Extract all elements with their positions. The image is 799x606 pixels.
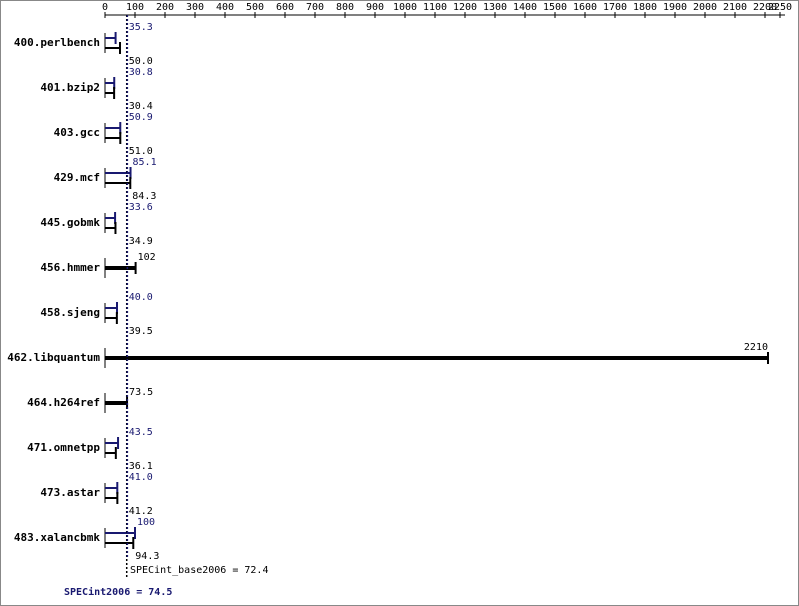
summary-label: SPECint2006 = 74.5 — [64, 586, 172, 598]
category-label: 429.mcf — [54, 171, 100, 184]
category-label: 400.perlbench — [14, 36, 100, 49]
category-label: 458.sjeng — [40, 306, 100, 319]
value-label: 2210 — [744, 342, 768, 353]
x-tick-label: 700 — [306, 2, 324, 13]
value-label: 39.5 — [129, 326, 153, 337]
x-tick-label: 100 — [126, 2, 144, 13]
x-tick-label: 2000 — [693, 2, 717, 13]
x-tick-label: 1500 — [543, 2, 567, 13]
x-tick-label: 1100 — [423, 2, 447, 13]
x-tick-label: 0 — [102, 2, 108, 13]
value-label: 73.5 — [129, 387, 153, 398]
x-tick-label: 400 — [216, 2, 234, 13]
x-tick-label: 2250 — [768, 2, 792, 13]
value-label: 30.4 — [129, 101, 153, 112]
value-label: 40.0 — [129, 292, 153, 303]
category-label: 401.bzip2 — [40, 81, 100, 94]
x-tick-label: 1200 — [453, 2, 477, 13]
value-label: 30.8 — [129, 67, 153, 78]
category-label: 473.astar — [40, 486, 100, 499]
x-tick-label: 1800 — [633, 2, 657, 13]
value-label: 100 — [137, 517, 155, 528]
x-tick-label: 1300 — [483, 2, 507, 13]
x-tick-label: 1600 — [573, 2, 597, 13]
value-label: 84.3 — [132, 191, 156, 202]
x-tick-label: 600 — [276, 2, 294, 13]
x-tick-label: 300 — [186, 2, 204, 13]
value-label: 50.0 — [129, 56, 153, 67]
x-tick-label: 1000 — [393, 2, 417, 13]
x-tick-label: 200 — [156, 2, 174, 13]
category-label: 483.xalancbmk — [14, 531, 100, 544]
value-label: 33.6 — [129, 202, 153, 213]
x-tick-label: 2100 — [723, 2, 747, 13]
value-label: 51.0 — [129, 146, 153, 157]
category-label: 403.gcc — [54, 126, 100, 139]
value-label: 41.2 — [129, 506, 153, 517]
x-tick-label: 800 — [336, 2, 354, 13]
x-tick-label: 1400 — [513, 2, 537, 13]
value-label: 94.3 — [135, 551, 159, 562]
category-label: 445.gobmk — [40, 216, 100, 229]
x-tick-label: 500 — [246, 2, 264, 13]
x-tick-label: 2200 — [753, 2, 777, 13]
category-label: 464.h264ref — [27, 396, 100, 409]
category-label: 462.libquantum — [7, 351, 100, 364]
value-label: 35.3 — [129, 22, 153, 33]
value-label: 41.0 — [129, 472, 153, 483]
value-label: 102 — [138, 252, 156, 263]
value-label: 85.1 — [133, 157, 157, 168]
value-label: 43.5 — [129, 427, 153, 438]
x-tick-label: 1900 — [663, 2, 687, 13]
x-tick-label: 900 — [366, 2, 384, 13]
category-label: 456.hmmer — [40, 261, 100, 274]
category-label: 471.omnetpp — [27, 441, 100, 454]
value-label: 36.1 — [129, 461, 153, 472]
value-label: 50.9 — [129, 112, 153, 123]
x-tick-label: 1700 — [603, 2, 627, 13]
value-label: 34.9 — [129, 236, 153, 247]
summary-label: SPECint_base2006 = 72.4 — [130, 565, 268, 576]
